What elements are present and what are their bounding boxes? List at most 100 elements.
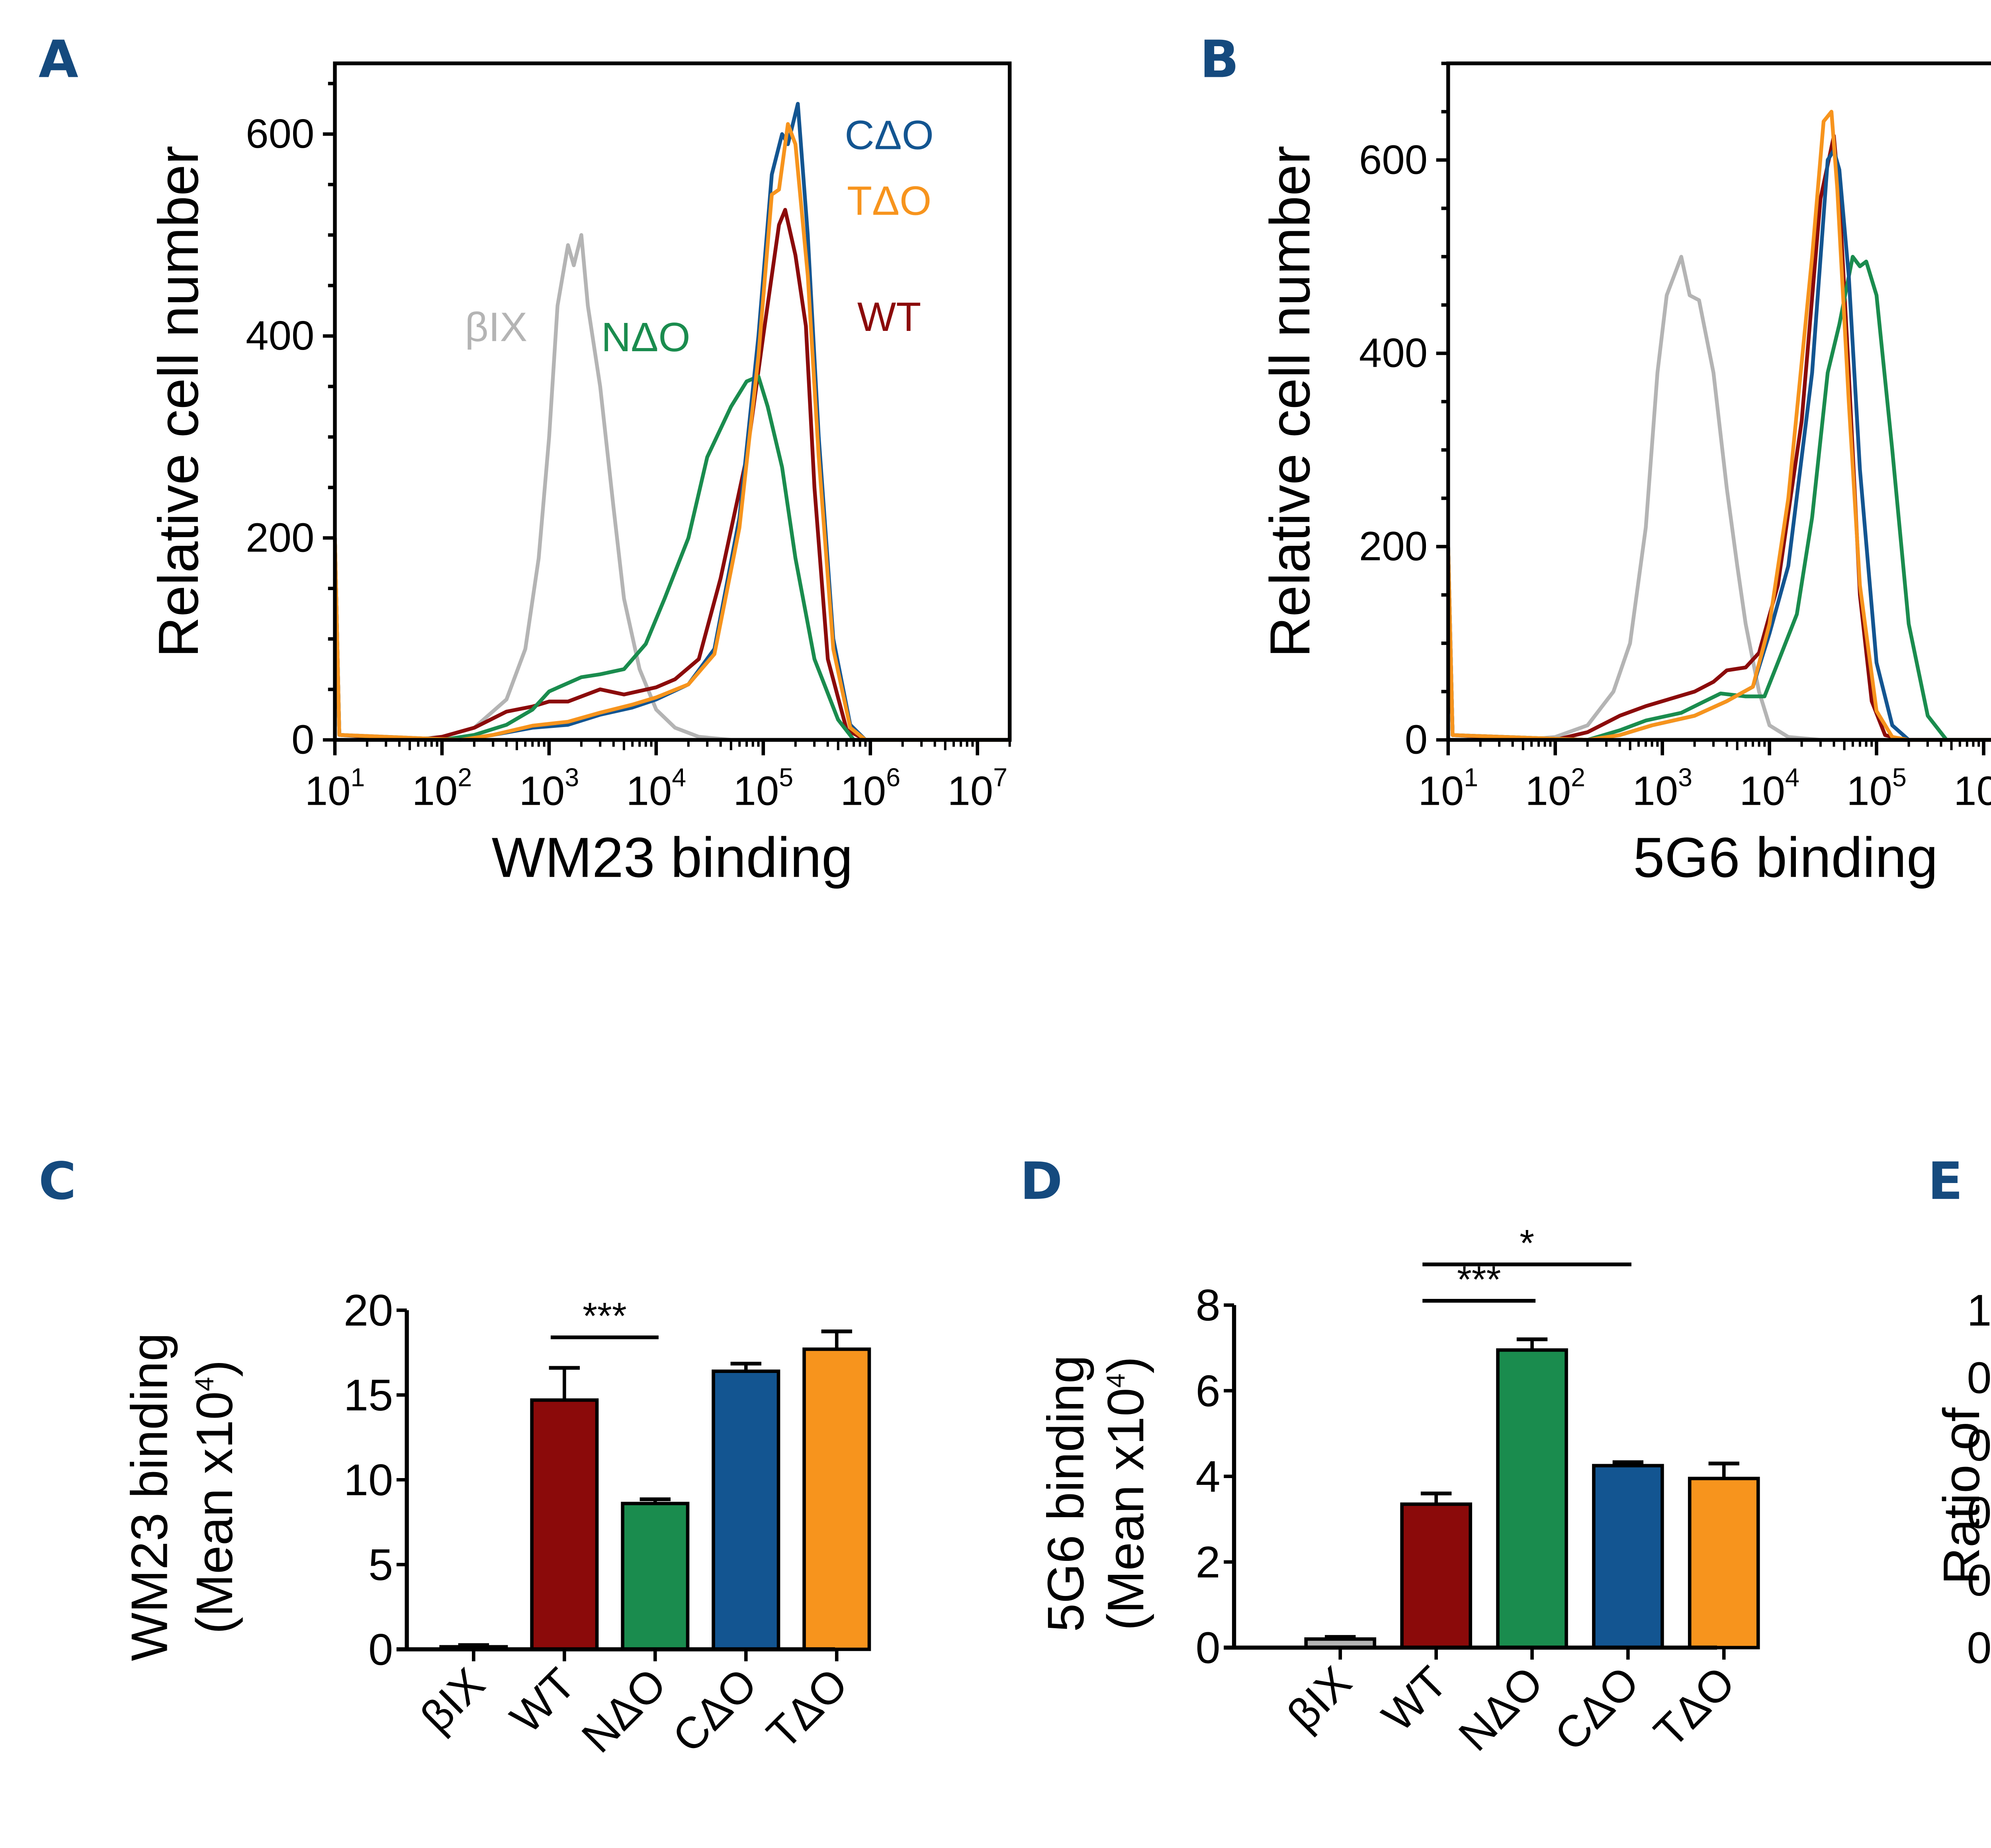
y-tick-label: 0.8 bbox=[1967, 1353, 1991, 1403]
x-tick-label: 101 bbox=[1418, 763, 1478, 814]
y-title-exponent: 4 bbox=[190, 1377, 219, 1391]
x-tick-base: 10 bbox=[840, 768, 886, 814]
panel-label: E bbox=[1928, 1152, 1963, 1211]
y-tick-label: 200 bbox=[246, 514, 314, 560]
significance-label: * bbox=[1520, 1222, 1534, 1264]
curve-label-CdO: CΔO bbox=[845, 112, 934, 158]
series-line-WT bbox=[333, 208, 1010, 742]
x-tick-base: 10 bbox=[1525, 768, 1571, 814]
y-tick-label: 2 bbox=[1196, 1537, 1220, 1587]
x-tick-label: 105 bbox=[733, 763, 793, 814]
y-tick-label: 600 bbox=[246, 111, 314, 156]
x-tick-label: 106 bbox=[1954, 763, 1991, 814]
y-title-close: ) bbox=[1097, 1356, 1154, 1373]
category-label-CdO: CΔO bbox=[1545, 1657, 1649, 1760]
y-axis-title-line1: Ratio of bbox=[1933, 1407, 1990, 1585]
series-line-WT bbox=[1446, 134, 1991, 742]
category-label-bIX: βIX bbox=[1278, 1657, 1361, 1740]
x-tick-label: 104 bbox=[626, 763, 686, 814]
y-tick-label: 600 bbox=[1359, 137, 1428, 182]
curve-label-bIX: βIX bbox=[465, 304, 527, 350]
y-axis-title: Relative cell number bbox=[147, 146, 210, 658]
x-tick-label: 103 bbox=[1632, 763, 1692, 814]
x-tick-exponent: 4 bbox=[1785, 763, 1799, 792]
x-tick-label: 103 bbox=[519, 763, 579, 814]
y-tick-label: 200 bbox=[1359, 523, 1428, 569]
bar-WT bbox=[530, 1398, 599, 1651]
curve-label-NdO: NΔO bbox=[601, 314, 690, 360]
panel-e-bar-chart: EWTNΔOCΔOTΔO0.00.20.40.60.81.0Ratio of5G… bbox=[1928, 1152, 1991, 1673]
series-line-NdO bbox=[1446, 255, 1991, 742]
x-tick-exponent: 4 bbox=[672, 763, 686, 792]
curve-label-TdO: TΔO bbox=[847, 178, 931, 224]
y-title-exponent: 4 bbox=[1101, 1373, 1130, 1388]
x-tick-exponent: 2 bbox=[458, 763, 472, 792]
x-tick-label: 102 bbox=[1525, 763, 1585, 814]
y-tick-label: 1.0 bbox=[1967, 1285, 1991, 1335]
significance-label: *** bbox=[583, 1295, 626, 1337]
x-tick-exponent: 1 bbox=[1464, 763, 1478, 792]
y-title-text: (Mean x10 bbox=[186, 1391, 243, 1634]
y-tick-label: 5 bbox=[368, 1540, 393, 1590]
x-tick-exponent: 3 bbox=[1678, 763, 1692, 792]
x-tick-base: 10 bbox=[1632, 768, 1678, 814]
series-line-TdO bbox=[1446, 110, 1991, 742]
series-line-TdO bbox=[333, 122, 1010, 742]
category-label-NdO: NΔO bbox=[1449, 1657, 1553, 1760]
category-label-bIX: βIX bbox=[411, 1658, 494, 1742]
x-tick-base: 10 bbox=[305, 768, 351, 814]
x-tick-label: 107 bbox=[947, 763, 1007, 814]
plot-frame bbox=[333, 61, 1012, 742]
x-tick-base: 10 bbox=[519, 768, 565, 814]
y-tick-label: 0.0 bbox=[1967, 1623, 1991, 1672]
y-tick-label: 10 bbox=[344, 1455, 393, 1505]
x-tick-base: 10 bbox=[626, 768, 672, 814]
x-tick-label: 101 bbox=[305, 763, 365, 814]
series-line-NdO bbox=[333, 374, 1010, 742]
y-tick-label: 400 bbox=[246, 313, 314, 358]
bar-TdO bbox=[802, 1347, 871, 1651]
x-axis-title: 5G6 binding bbox=[1633, 826, 1938, 889]
x-tick-label: 102 bbox=[412, 763, 472, 814]
y-tick-label: 400 bbox=[1359, 330, 1428, 376]
category-label-WT: WT bbox=[1373, 1657, 1457, 1741]
series-line-CdO bbox=[1446, 148, 1991, 742]
x-tick-exponent: 5 bbox=[1892, 763, 1907, 792]
plot-frame bbox=[1446, 61, 1991, 742]
x-tick-base: 10 bbox=[1418, 768, 1464, 814]
y-axis-title: Relative cell number bbox=[1259, 146, 1322, 658]
x-tick-label: 106 bbox=[840, 763, 900, 814]
bar-CdO bbox=[1592, 1464, 1664, 1650]
panel-b-histogram: B02004006001011021031041051061075G6 bind… bbox=[1200, 30, 1991, 889]
x-tick-label: 105 bbox=[1846, 763, 1907, 814]
y-tick-label: 0.4 bbox=[1967, 1488, 1991, 1538]
y-axis-title-line2: (Mean x104) bbox=[1097, 1356, 1154, 1630]
x-tick-base: 10 bbox=[733, 768, 779, 814]
x-tick-exponent: 6 bbox=[886, 763, 900, 792]
y-title-close: ) bbox=[186, 1360, 243, 1377]
panel-label: D bbox=[1020, 1152, 1062, 1211]
x-tick-exponent: 1 bbox=[350, 763, 365, 792]
y-tick-label: 6 bbox=[1196, 1366, 1220, 1416]
x-tick-label: 104 bbox=[1739, 763, 1799, 814]
bar-TdO bbox=[1688, 1476, 1760, 1650]
x-tick-base: 10 bbox=[412, 768, 458, 814]
y-tick-label: 0 bbox=[1405, 717, 1428, 763]
curve-label-WT: WT bbox=[857, 294, 921, 340]
y-tick-label: 0.2 bbox=[1967, 1555, 1991, 1605]
y-axis-title-line1: 5G6 binding bbox=[1037, 1355, 1095, 1632]
bar-NdO bbox=[1496, 1348, 1568, 1650]
category-label-NdO: NΔO bbox=[572, 1658, 676, 1762]
panel-label: B bbox=[1200, 30, 1239, 90]
x-axis-title: WM23 binding bbox=[492, 826, 853, 889]
category-label-CdO: CΔO bbox=[663, 1658, 767, 1762]
y-tick-label: 15 bbox=[344, 1370, 393, 1420]
x-tick-base: 10 bbox=[1739, 768, 1785, 814]
x-tick-exponent: 7 bbox=[993, 763, 1007, 792]
series-line-bIX bbox=[1446, 255, 1991, 742]
y-tick-label: 0 bbox=[291, 717, 314, 763]
